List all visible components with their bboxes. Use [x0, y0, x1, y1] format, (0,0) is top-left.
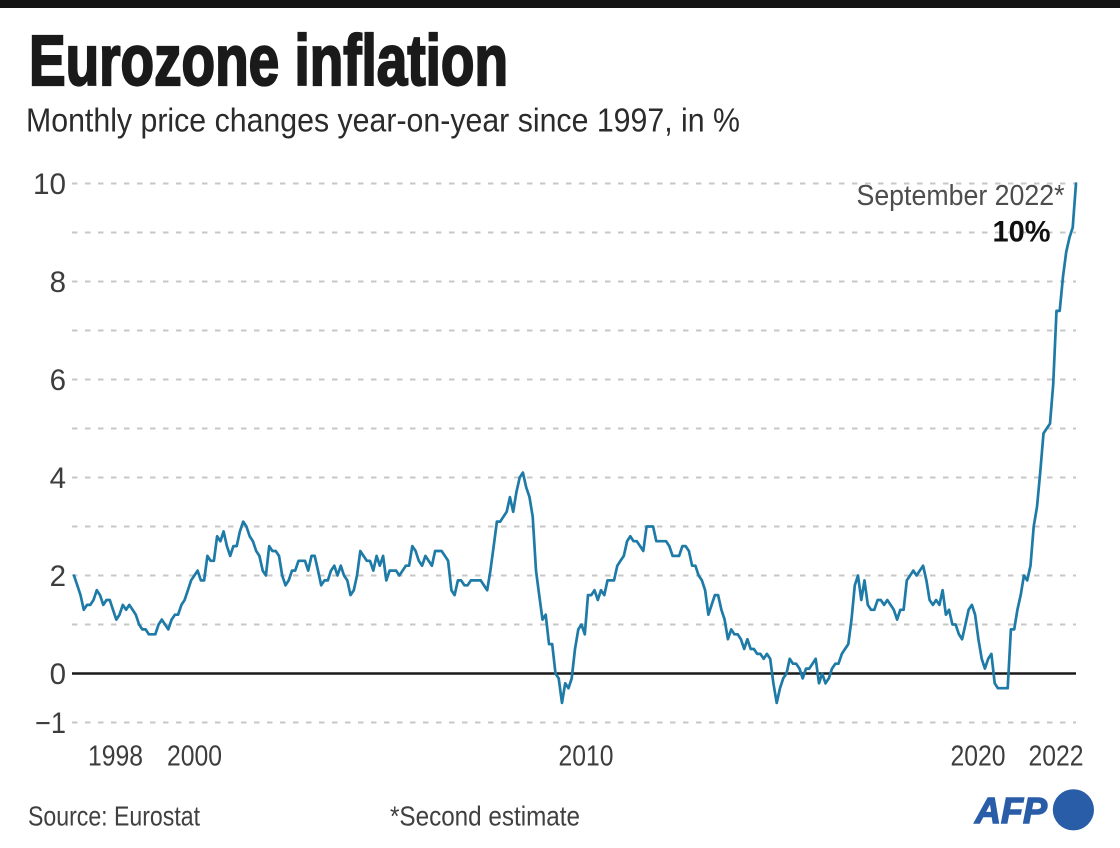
svg-text:−1: −1	[35, 707, 66, 740]
svg-text:Source: Eurostat: Source: Eurostat	[28, 801, 200, 832]
svg-text:2000: 2000	[167, 741, 222, 773]
svg-text:2020: 2020	[951, 741, 1006, 773]
svg-text:10: 10	[33, 168, 66, 201]
svg-text:Eurozone inflation: Eurozone inflation	[29, 22, 508, 101]
svg-text:6: 6	[50, 364, 66, 397]
svg-text:0: 0	[50, 658, 66, 691]
svg-text:4: 4	[50, 462, 66, 495]
svg-text:10%: 10%	[993, 216, 1051, 249]
svg-text:8: 8	[50, 266, 66, 299]
svg-text:2022: 2022	[1029, 741, 1084, 773]
svg-text:Monthly price changes year-on-: Monthly price changes year-on-year since…	[26, 102, 740, 139]
svg-text:AFP: AFP	[974, 790, 1048, 831]
svg-text:September 2022*: September 2022*	[857, 180, 1065, 212]
svg-text:2010: 2010	[559, 741, 614, 773]
svg-text:2: 2	[50, 560, 66, 593]
svg-text:*Second estimate: *Second estimate	[390, 801, 580, 832]
svg-text:1998: 1998	[88, 741, 143, 773]
